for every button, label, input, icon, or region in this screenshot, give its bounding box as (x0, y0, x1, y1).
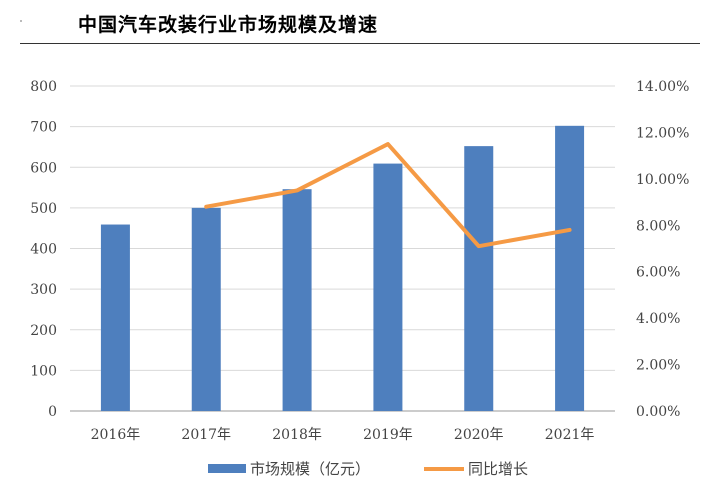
bar (555, 125, 585, 411)
line-series (204, 142, 572, 249)
y-right-tick-label: 8.00% (636, 218, 680, 234)
y-right-tick-label: 14.00% (636, 79, 689, 95)
x-tick-label: 2017年 (181, 427, 231, 443)
y-left-tick-label: 500 (30, 201, 57, 217)
y-left-tick-label: 800 (30, 79, 57, 95)
x-axis-ticks: 2016年 2017年 2018年 2019年 2020年 2021年 (91, 427, 595, 443)
y-right-tick-label: 10.00% (636, 172, 689, 188)
chart-title: 中国汽车改装行业市场规模及增速 (78, 14, 379, 36)
bar (100, 224, 130, 411)
bar-series (100, 125, 585, 411)
y-left-tick-label: 100 (30, 363, 57, 379)
legend-bar-label: 市场规模（亿元） (250, 460, 370, 478)
y-right-tick-label: 0.00% (636, 404, 680, 420)
y-left-tick-label: 400 (30, 242, 57, 258)
legend: 市场规模（亿元） 同比增长 (208, 460, 528, 478)
growth-line (204, 142, 572, 249)
x-tick-label: 2020年 (454, 427, 504, 443)
x-tick-label: 2016年 (91, 427, 141, 443)
y-right-tick-label: 6.00% (636, 265, 680, 281)
corner-dot (20, 20, 22, 22)
bar (373, 163, 403, 411)
y-left-tick-label: 300 (30, 282, 57, 298)
x-tick-label: 2021年 (545, 427, 595, 443)
y-left-tick-label: 600 (30, 160, 57, 176)
y-left-tick-label: 200 (30, 323, 57, 339)
y-right-tick-label: 2.00% (636, 358, 680, 374)
right-axis-ticks: 0.00% 2.00% 4.00% 6.00% 8.00% 10.00% 12.00% 14.… (636, 79, 689, 420)
y-right-tick-label: 12.00% (636, 125, 689, 141)
y-right-tick-label: 4.00% (636, 311, 680, 327)
left-axis-ticks: 0 100 200 300 400 500 600 700 800 (30, 79, 57, 420)
gridlines (70, 85, 615, 412)
bar (191, 207, 221, 411)
x-tick-label: 2018年 (272, 427, 322, 443)
legend-line-label: 同比增长 (468, 460, 528, 478)
x-tick-label: 2019年 (363, 427, 413, 443)
legend-bar-swatch (208, 464, 246, 473)
bar (282, 189, 312, 411)
title-divider (20, 43, 700, 44)
y-left-tick-label: 0 (48, 404, 57, 420)
y-left-tick-label: 700 (30, 120, 57, 136)
bar (464, 146, 494, 411)
